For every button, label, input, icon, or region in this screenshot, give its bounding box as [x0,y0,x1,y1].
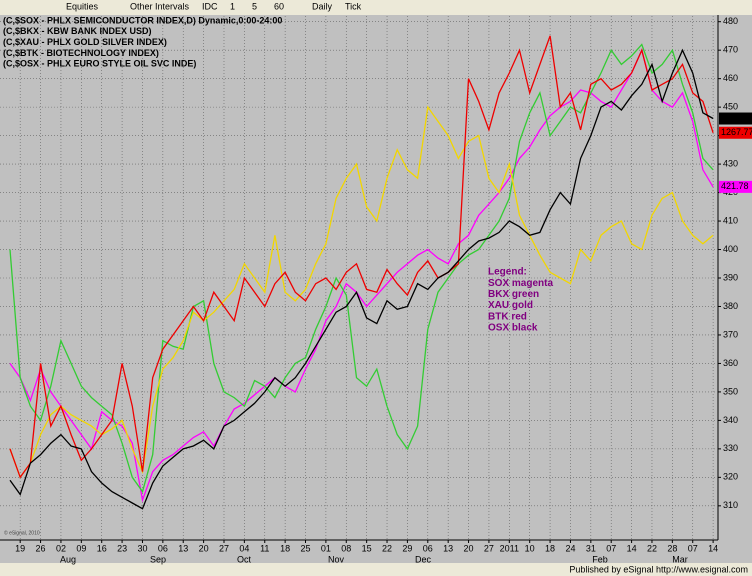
toolbar-item: IDC [202,1,218,11]
last-value-label: 421.78 [721,181,749,191]
month-label: Sep [150,554,166,564]
x-tick-label: 20 [464,543,474,553]
series-line [9,35,714,479]
last-value-tag [719,112,752,125]
x-tick-label: 29 [402,543,412,553]
x-tick-label: 02 [56,543,66,553]
x-tick-label: 28 [667,543,677,553]
x-tick-label: 26 [36,543,46,553]
y-tick-label: 310 [723,500,738,510]
x-tick-label: 30 [137,543,147,553]
x-tick-label: 27 [219,543,229,553]
x-tick-label: 13 [443,543,453,553]
toolbar-item: 1 [230,1,235,11]
y-tick-label: 450 [723,102,738,112]
month-label: Nov [328,554,345,564]
x-tick-label: 07 [606,543,616,553]
y-tick-label: 400 [723,244,738,254]
y-tick-label: 360 [723,358,738,368]
footer-bar [0,563,752,576]
y-tick-label: 480 [723,16,738,26]
series-line [9,43,714,494]
x-tick-label: 01 [321,543,331,553]
month-label: Aug [60,554,76,564]
x-tick-label: 18 [280,543,290,553]
last-value-label: 276.06 [721,113,749,123]
x-tick-label: 09 [76,543,86,553]
x-tick-label: 10 [525,543,535,553]
x-tick-label: 24 [565,543,575,553]
series-header: (C,$XAU - PHLX GOLD SILVER INDEX) [3,37,167,47]
x-tick-label: 2011 [500,543,519,553]
toolbar [0,0,752,15]
toolbar-item: 60 [274,1,284,11]
y-tick-label: 320 [723,472,738,482]
x-tick-label: 27 [484,543,494,553]
y-tick-label: 380 [723,301,738,311]
series-header: (C,$SOX - PHLX SEMICONDUCTOR INDEX,D) Dy… [3,15,282,25]
x-tick-label: 07 [688,543,698,553]
chart-background [0,15,752,563]
legend-annotation: OSX black [488,323,538,334]
x-tick-label: 25 [301,543,311,553]
x-tick-label: 22 [647,543,657,553]
series-line [9,48,714,510]
x-tick-label: 16 [97,543,107,553]
y-tick-label: 460 [723,73,738,83]
x-tick-label: 18 [545,543,555,553]
x-tick-label: 08 [341,543,351,553]
x-tick-label: 15 [362,543,372,553]
y-tick-label: 410 [723,215,738,225]
x-tick-label: 23 [117,543,127,553]
x-tick-label: 14 [627,543,637,553]
x-tick-label: 06 [423,543,433,553]
legend-annotation: Legend: [488,267,527,278]
x-tick-label: 14 [708,543,718,553]
month-label: Feb [592,554,608,564]
month-label: Dec [415,554,432,564]
month-label: Mar [672,554,688,564]
series-header: (C,$OSX - PHLX EURO STYLE OIL SVC INDE) [3,59,196,69]
y-tick-label: 370 [723,329,738,339]
series-header: (C,$BTK - BIOTECHNOLOGY INDEX) [3,48,159,58]
x-tick-label: 11 [260,543,269,553]
x-tick-label: 22 [382,543,392,553]
x-tick-label: 19 [15,543,25,553]
y-tick-label: 340 [723,415,738,425]
series-header: (C,$BKX - KBW BANK INDEX USD) [3,26,152,36]
legend-annotation: XAU gold [488,300,533,311]
y-tick-label: 390 [723,272,738,282]
watermark: © eSignal, 2010 [4,529,40,536]
x-tick-label: 06 [158,543,168,553]
x-tick-label: 04 [239,543,249,553]
last-value-label: 1267.77 [721,127,752,137]
y-tick-label: 430 [723,158,738,168]
x-tick-label: 20 [199,543,209,553]
toolbar-item: Tick [345,1,362,11]
legend-annotation: BKX green [488,289,539,300]
y-tick-label: 350 [723,386,738,396]
y-tick-label: 330 [723,443,738,453]
last-value-tag [719,180,752,193]
y-tick-label: 470 [723,45,738,55]
toolbar-item: Equities [66,1,99,11]
last-value-tag [719,126,752,139]
legend-annotation: SOX magenta [488,278,553,289]
legend-annotation: BTK red [488,311,527,322]
toolbar-item: 5 [252,1,257,11]
toolbar-item: Daily [312,1,333,11]
x-tick-label: 31 [586,543,596,553]
x-tick-label: 13 [178,543,188,553]
series-line [9,105,714,479]
footer: Published by eSignal http://www.esignal.… [569,564,748,574]
month-label: Oct [237,554,252,564]
toolbar-item: Other Intervals [130,1,190,11]
